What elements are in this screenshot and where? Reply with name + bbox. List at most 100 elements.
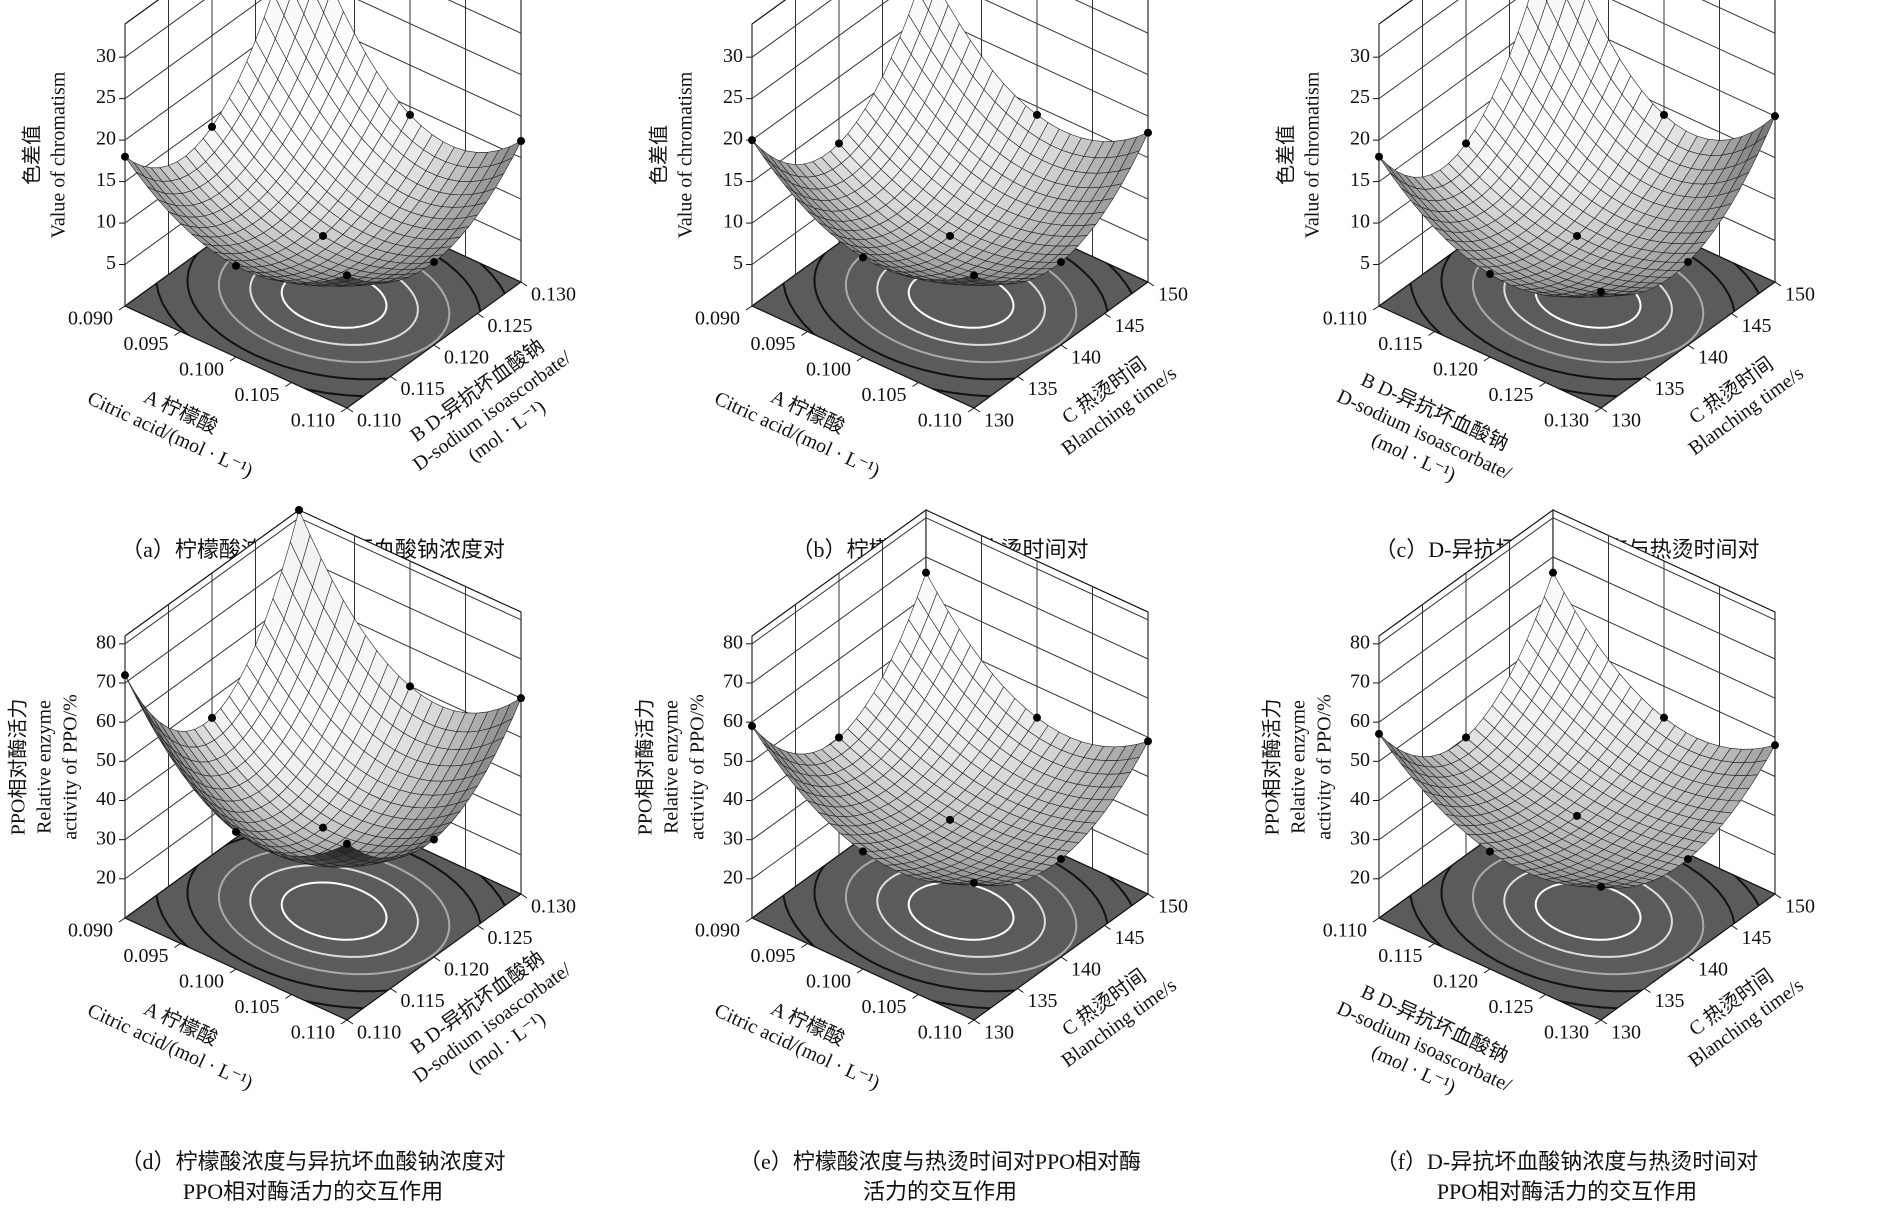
y-tick-label: 140 xyxy=(1071,959,1101,981)
x-tick-label: 0.100 xyxy=(179,971,224,993)
design-point xyxy=(1462,139,1470,148)
design-point xyxy=(1375,729,1383,738)
caption: PPO相对酶活力的交互作用 xyxy=(1437,1179,1697,1204)
x-tick-label: 0.125 xyxy=(1489,384,1534,406)
z-tick-label: 40 xyxy=(723,788,743,810)
z-tick-label: 50 xyxy=(96,749,116,771)
contour-line xyxy=(280,881,388,941)
design-point xyxy=(1573,231,1581,240)
y-tick xyxy=(1104,925,1111,930)
y-tick xyxy=(1017,988,1024,993)
response-surface xyxy=(1378,0,1776,298)
z-tick-label: 10 xyxy=(723,211,743,233)
x-tick-label: 0.105 xyxy=(862,996,907,1018)
x-tick xyxy=(745,917,753,923)
surface-patch xyxy=(335,843,357,855)
design-point xyxy=(517,137,525,145)
y-tick-label: 140 xyxy=(1071,347,1101,369)
y-tick xyxy=(1600,1019,1608,1025)
z-tick-label: 30 xyxy=(1350,827,1370,849)
y-tick xyxy=(1731,925,1738,930)
contour-line xyxy=(907,881,1015,941)
y-tick xyxy=(433,344,441,350)
y-tick-label: 130 xyxy=(1611,410,1641,432)
design-point xyxy=(1684,258,1692,267)
y-tick xyxy=(1060,956,1068,962)
x-tick-label: 0.090 xyxy=(695,920,740,942)
design-point xyxy=(430,835,438,844)
z-tick-label: 70 xyxy=(96,671,116,693)
y-tick-label: 0.110 xyxy=(357,410,401,432)
z-axis-title: PPO相对酶活力 xyxy=(1261,699,1284,836)
design-point xyxy=(1486,847,1494,856)
response-surface xyxy=(124,0,522,287)
y-tick xyxy=(1774,281,1782,287)
z-tick-label: 5 xyxy=(106,252,116,274)
z-tick-label: 15 xyxy=(1350,169,1370,191)
caption: PPO相对酶活力的交互作用 xyxy=(183,1179,443,1204)
contour-line xyxy=(1503,864,1673,958)
y-tick xyxy=(477,925,484,930)
design-point xyxy=(1057,258,1065,267)
design-point xyxy=(517,694,525,703)
z-grid-line xyxy=(124,0,522,100)
design-point xyxy=(1660,713,1668,722)
y-tick-label: 145 xyxy=(1115,315,1145,337)
y-tick-label: 145 xyxy=(1742,927,1772,949)
y-tick xyxy=(1687,956,1695,962)
design-point xyxy=(1033,713,1041,722)
design-point xyxy=(343,271,351,280)
y-tick xyxy=(1644,988,1651,993)
x-tick xyxy=(1372,917,1380,923)
x-tick-label: 0.115 xyxy=(1378,333,1422,355)
x-tick-label: 0.110 xyxy=(1323,920,1367,942)
x-tick-label: 0.105 xyxy=(862,384,907,406)
z-tick-label: 20 xyxy=(96,866,116,888)
contour-line xyxy=(844,847,1078,976)
x-tick-label: 0.095 xyxy=(124,945,169,967)
z-axis-title: activity of PPO/% xyxy=(60,694,82,840)
z-grid-line xyxy=(751,0,1149,58)
panel: 20 30 40 50 60 70 80 0.110 0.115 0.120 0.125 0.130 1… xyxy=(1261,508,1815,1204)
z-tick-label: 80 xyxy=(96,631,116,653)
z-axis-title: 色差值 xyxy=(648,125,671,185)
design-point xyxy=(1660,110,1668,119)
y-tick-label: 150 xyxy=(1785,896,1815,918)
contour-line xyxy=(217,847,451,976)
z-tick-label: 30 xyxy=(96,45,116,67)
x-tick xyxy=(745,305,753,311)
design-point xyxy=(748,722,756,731)
design-point xyxy=(1375,152,1383,161)
x-tick xyxy=(912,382,919,387)
design-point xyxy=(859,253,867,262)
y-tick-label: 0.125 xyxy=(488,315,533,337)
x-tick-label: 0.090 xyxy=(695,308,740,330)
z-tick-label: 70 xyxy=(723,671,743,693)
y-tick xyxy=(1104,313,1111,318)
z-axis-title: PPO相对酶活力 xyxy=(634,699,657,836)
design-point xyxy=(208,713,216,722)
x-tick xyxy=(856,968,864,974)
contour-line xyxy=(876,864,1046,958)
z-grid-line xyxy=(1378,0,1776,58)
design-point xyxy=(1144,737,1152,746)
caption: 活力的交互作用 xyxy=(863,1179,1017,1204)
response-surface xyxy=(751,571,1149,887)
design-point xyxy=(922,568,930,577)
x-tick-label: 0.110 xyxy=(291,410,335,432)
design-point xyxy=(1144,128,1152,137)
x-tick xyxy=(174,943,181,948)
z-axis-title: Relative enzyme xyxy=(1288,700,1310,834)
x-tick xyxy=(340,1019,348,1025)
z-tick-label: 20 xyxy=(723,866,743,888)
z-grid-line xyxy=(124,0,522,58)
design-point xyxy=(748,136,756,145)
z-tick-label: 60 xyxy=(96,710,116,732)
z-grid-line xyxy=(751,0,1149,100)
y-tick xyxy=(346,1019,354,1025)
design-point xyxy=(295,506,303,514)
design-point xyxy=(1549,568,1557,577)
z-axis-title: Relative enzyme xyxy=(34,700,56,834)
